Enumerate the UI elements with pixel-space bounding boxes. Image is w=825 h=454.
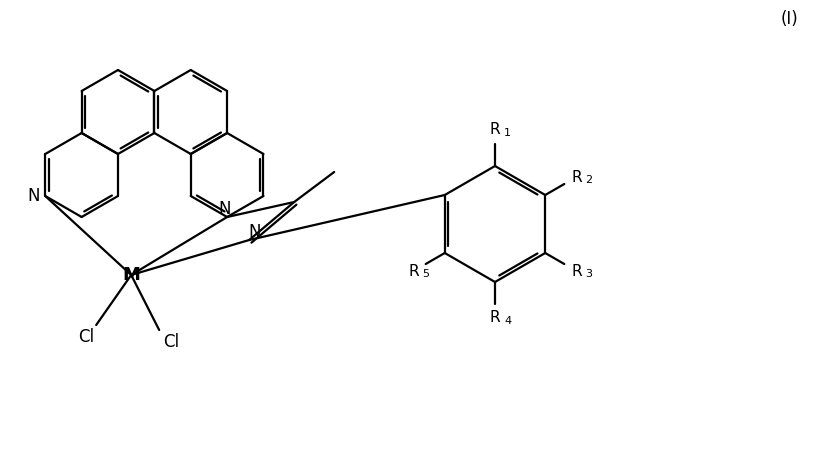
Text: R: R — [571, 169, 582, 184]
Text: 3: 3 — [586, 269, 592, 279]
Text: R: R — [490, 311, 500, 326]
Text: 2: 2 — [586, 175, 592, 185]
Text: N: N — [219, 200, 231, 218]
Text: (I): (I) — [781, 10, 799, 28]
Text: N: N — [248, 223, 261, 241]
Text: 4: 4 — [504, 316, 512, 326]
Text: 1: 1 — [504, 128, 511, 138]
Text: N: N — [27, 187, 40, 205]
Text: R: R — [408, 263, 419, 278]
Text: R: R — [490, 123, 500, 138]
Text: 5: 5 — [422, 269, 430, 279]
Text: Cl: Cl — [78, 328, 94, 346]
Text: Cl: Cl — [163, 333, 179, 351]
Text: R: R — [571, 263, 582, 278]
Text: M: M — [122, 266, 140, 284]
